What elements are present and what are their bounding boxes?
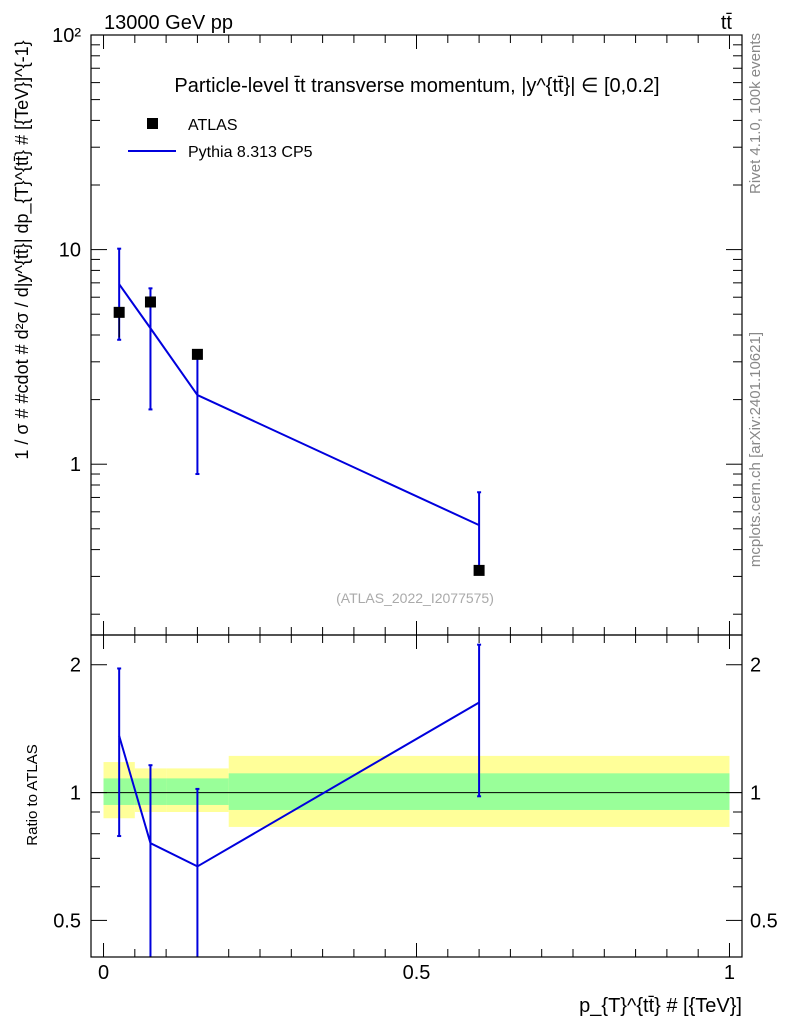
x-tick-label: 0.5 [403, 962, 431, 984]
ratio-frame [90, 634, 743, 958]
atlas-point [191, 348, 203, 360]
process-label: tt̄ [721, 12, 733, 34]
ratio-y-tick-label-left: 2 [70, 655, 81, 677]
ratio-y-tick-label-left: 1 [70, 783, 81, 805]
energy-label: 13000 GeV pp [104, 12, 233, 34]
x-tick-label: 0 [98, 962, 109, 984]
atlas-point [113, 306, 125, 318]
ratio-panel: 0.5 0.5 1 1 2 2 0 0.5 1 [53, 635, 778, 984]
legend-atlas-label: ATLAS [188, 117, 238, 134]
pythia-ratio-line [118, 701, 480, 868]
main-y-axis-label: 1 / σ # #cdot # d²σ / d|y^{tt̄}| dp_{T}^… [12, 40, 33, 459]
rivet-version-label: Rivet 4.1.0, 100k events [747, 33, 764, 194]
main-y-tick-label: 10 [59, 240, 81, 262]
mcplots-label: mcplots.cern.ch [arXiv:2401.10621] [747, 332, 764, 567]
pythia-line [118, 283, 480, 527]
atlas-point [473, 564, 485, 576]
ratio-y-axis-label: Ratio to ATLAS [24, 744, 41, 845]
x-axis-label: p_{T}^{tt̄} # [{TeV}] [579, 995, 742, 1017]
main-y-tick-label: 1 [70, 454, 81, 476]
x-tick-label: 1 [724, 962, 735, 984]
atlas-point [144, 296, 156, 308]
ratio-y-tick-label-right: 0.5 [750, 910, 778, 932]
main-y-tick-label: 10² [52, 25, 81, 47]
ratio-y-tick-label-right: 1 [750, 783, 761, 805]
main-panel: 1 10 10² [52, 25, 742, 635]
ratio-y-tick-label-right: 2 [750, 655, 761, 677]
main-title: Particle-level t̄t transverse momentum, … [174, 75, 659, 97]
analysis-watermark: (ATLAS_2022_I2077575) [336, 590, 494, 606]
legend: ATLAS Pythia 8.313 CP5 [128, 117, 313, 161]
legend-pythia-label: Pythia 8.313 CP5 [188, 144, 313, 161]
legend-atlas-marker [147, 118, 158, 129]
ratio-y-tick-label-left: 0.5 [53, 910, 81, 932]
